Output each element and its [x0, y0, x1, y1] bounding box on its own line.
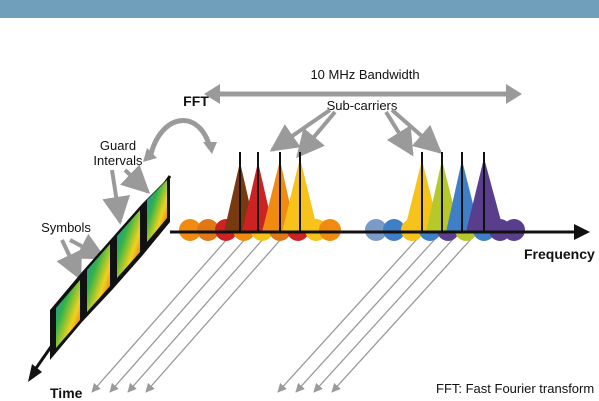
subcarrier-cones-right: [404, 152, 504, 232]
time-label: Time: [50, 385, 83, 401]
frequency-label: Frequency: [524, 246, 595, 262]
subcarrier-pointers: [269, 108, 443, 159]
guard-label-line1: Guard: [100, 138, 136, 153]
header-band: [0, 0, 599, 18]
fft-arrow: [143, 118, 217, 162]
guard-label-line2: Intervals: [93, 153, 143, 168]
frequency-axis: [170, 224, 590, 240]
projection-arrows: [91, 237, 473, 393]
fft-label: FFT: [183, 93, 209, 109]
guard-pointers: [102, 164, 151, 225]
bandwidth-label: 10 MHz Bandwidth: [310, 67, 419, 82]
subcarrier-cones-left: [224, 152, 318, 232]
subcarriers-label: Sub-carriers: [327, 98, 398, 113]
symbol-stack: [50, 176, 170, 360]
bandwidth-arrow: [204, 84, 522, 104]
fft-legend: FFT: Fast Fourier transform: [436, 381, 594, 396]
symbols-label: Symbols: [41, 220, 91, 235]
